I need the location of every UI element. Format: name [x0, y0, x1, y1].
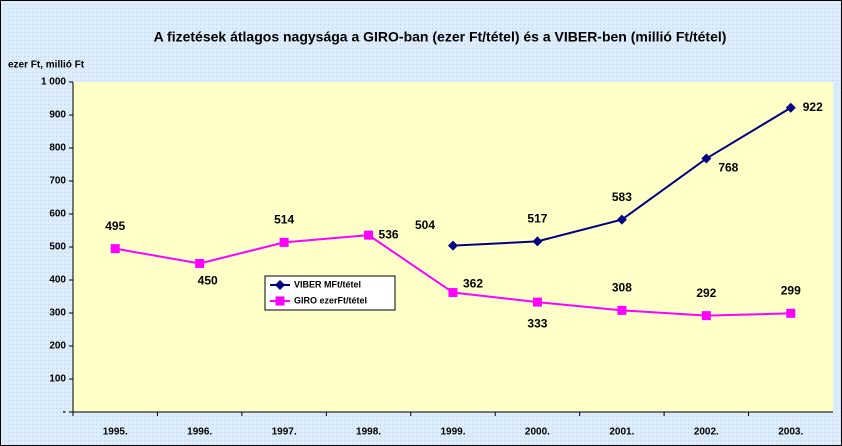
data-point	[617, 305, 627, 315]
data-point	[532, 297, 542, 307]
x-tick-label: 2000.	[525, 427, 550, 438]
x-tick-label: 1996.	[187, 427, 212, 438]
data-point	[448, 288, 458, 298]
legend: VIBER MFt/tétel GIRO ezerFt/tétel	[264, 275, 396, 311]
data-label: 517	[527, 212, 547, 226]
data-point	[448, 240, 458, 251]
data-label: 299	[781, 284, 801, 298]
y-axis-label: ezer Ft, millió Ft	[8, 60, 85, 71]
x-tick-label: 1995.	[103, 427, 128, 438]
data-label: 308	[612, 281, 632, 295]
y-tick-label: 400	[49, 275, 66, 286]
data-label: 514	[274, 213, 294, 227]
data-label: 922	[803, 100, 823, 114]
y-tick-label: 1 000	[41, 77, 66, 88]
y-tick-label: 100	[49, 374, 66, 385]
x-tick-label: 1997.	[272, 427, 297, 438]
data-point	[195, 259, 205, 268]
legend-marker	[275, 280, 285, 290]
x-tick-label: 2002.	[694, 427, 719, 438]
data-label: 450	[198, 274, 218, 288]
data-point	[110, 244, 120, 254]
y-tick-label: 300	[49, 308, 66, 319]
y-tick-label: 200	[49, 341, 66, 352]
data-point	[279, 237, 289, 247]
y-tick-label: 700	[49, 176, 66, 187]
y-tick-label: -	[63, 407, 66, 418]
x-tick-label: 2003.	[778, 427, 803, 438]
y-tick-label: 500	[49, 242, 66, 253]
data-label: 292	[696, 286, 716, 300]
y-tick-label: 900	[49, 110, 66, 121]
chart-title: A fizetések átlagos nagysága a GIRO-ban …	[154, 29, 727, 45]
data-point	[701, 311, 711, 321]
data-point	[701, 153, 712, 164]
legend-box	[264, 275, 396, 311]
data-label: 536	[379, 227, 399, 241]
data-label: 362	[463, 277, 483, 291]
x-tick-label: 2001.	[609, 427, 634, 438]
y-tick-label: 800	[49, 143, 66, 154]
data-point	[532, 236, 543, 247]
data-label: 768	[718, 161, 738, 175]
x-tick-label: 1998.	[356, 427, 381, 438]
data-point	[786, 308, 796, 318]
data-point	[616, 214, 627, 225]
data-label: 495	[105, 219, 125, 233]
data-point	[364, 230, 374, 240]
data-label: 333	[527, 316, 547, 330]
data-label: 504	[415, 218, 435, 232]
legend-label: VIBER MFt/tétel	[294, 279, 361, 289]
x-tick-label: 1999.	[440, 427, 465, 438]
legend-label: GIRO ezerFt/tétel	[294, 295, 367, 305]
data-point	[785, 102, 796, 113]
data-label: 583	[612, 190, 632, 204]
y-tick-label: 600	[49, 209, 66, 220]
legend-marker	[275, 296, 285, 306]
